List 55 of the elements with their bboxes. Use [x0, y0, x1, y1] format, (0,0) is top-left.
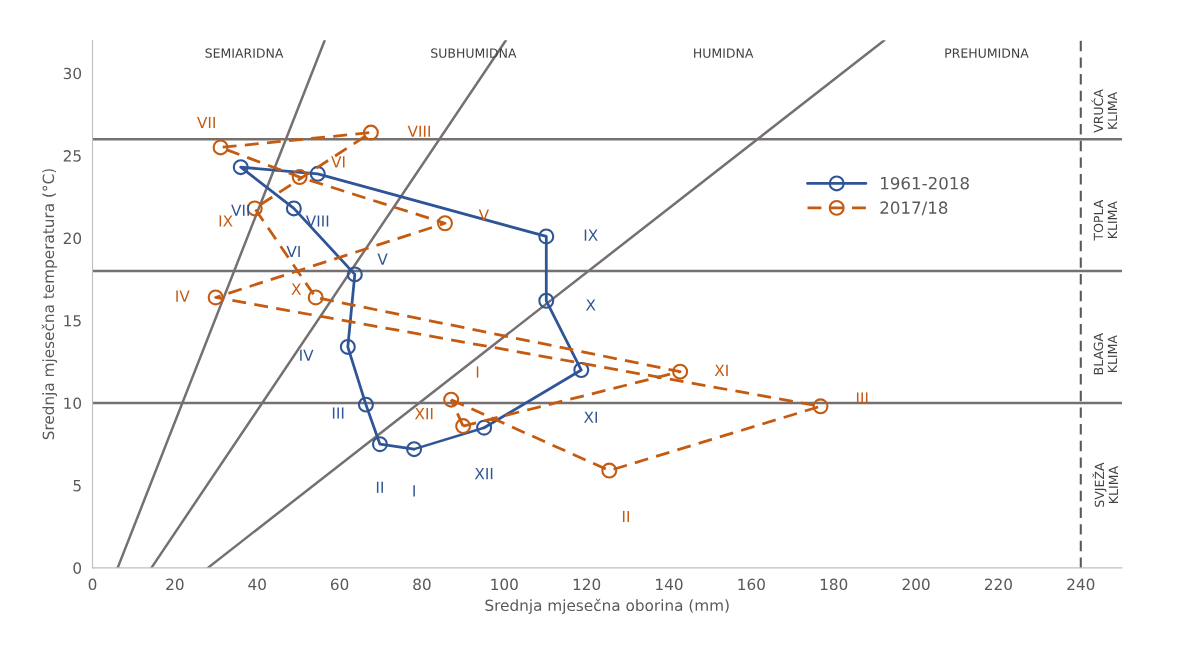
annotation: XI: [714, 364, 728, 376]
annotation: III: [332, 407, 344, 419]
annotation: IV: [300, 349, 314, 361]
x-tick-label: 140: [656, 578, 683, 591]
x-tick-label: 240: [1067, 578, 1095, 591]
x-tick-label: 180: [820, 578, 848, 591]
y-tick-label: 15: [64, 315, 81, 327]
annotation: VIII: [305, 215, 329, 227]
annotation: IX: [219, 215, 233, 227]
x-tick-label: 220: [984, 578, 1012, 591]
annotation: I: [476, 366, 479, 378]
x-axis-title: Srednja mjesečna oborina (mm): [485, 598, 729, 615]
x-tick-label: 160: [738, 578, 765, 591]
annotation: V: [377, 253, 388, 265]
annotation: VII: [231, 204, 249, 216]
annotation: VRUĆA KLIMA: [1091, 89, 1117, 133]
legend-label: 1961-2018: [881, 176, 969, 190]
annotation: X: [585, 299, 596, 311]
annotation: XII: [414, 408, 433, 420]
annotation: V: [478, 209, 489, 221]
y-tick-label: 25: [63, 150, 81, 162]
legend-label: 2017/18: [880, 201, 948, 216]
x-tick-label: 60: [330, 578, 349, 591]
x-tick-label: 0: [88, 578, 97, 591]
annotation: IV: [176, 290, 190, 302]
x-tick-label: 120: [573, 578, 601, 591]
x-tick-label: 20: [166, 578, 184, 591]
x-tick-label: 200: [902, 578, 930, 591]
annotation: IX: [584, 229, 598, 241]
x-tick-label: 100: [491, 578, 518, 591]
annotation: TOPLA KLIMA: [1093, 199, 1117, 241]
annotation: HUMIDNA: [694, 48, 754, 58]
annotation: XI: [583, 411, 597, 423]
annotation: II: [376, 481, 383, 493]
x-tick-label: 40: [248, 578, 266, 591]
annotation: BLAGA KLIMA: [1093, 333, 1117, 375]
y-axis-title: Srednja mjesečna temperatura (°C): [41, 169, 58, 440]
annotation: XII: [474, 468, 493, 480]
annotation: VII: [197, 116, 215, 129]
annotation: X: [291, 283, 301, 295]
x-tick-label: 80: [413, 578, 431, 591]
annotation: I: [413, 485, 415, 497]
annotation: VIII: [407, 125, 430, 137]
y-tick-label: 10: [64, 397, 82, 410]
annotation: VI: [331, 156, 345, 168]
annotation: III: [856, 392, 868, 404]
annotation: PREHUMIDNA: [945, 48, 1029, 58]
annotation: VI: [286, 245, 300, 258]
annotation: SEMIARIDNA: [205, 48, 284, 58]
y-tick-label: 20: [63, 232, 82, 245]
y-tick-label: 0: [73, 562, 82, 574]
annotation: II: [622, 510, 629, 523]
y-tick-label: 5: [73, 480, 81, 492]
y-tick-label: 30: [63, 67, 82, 80]
annotation: SVJEŽA KLIMA: [1092, 462, 1118, 507]
